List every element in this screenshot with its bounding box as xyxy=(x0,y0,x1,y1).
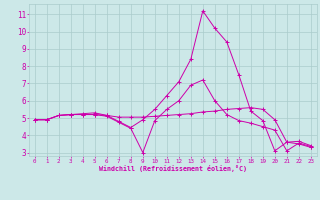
X-axis label: Windchill (Refroidissement éolien,°C): Windchill (Refroidissement éolien,°C) xyxy=(99,165,247,172)
